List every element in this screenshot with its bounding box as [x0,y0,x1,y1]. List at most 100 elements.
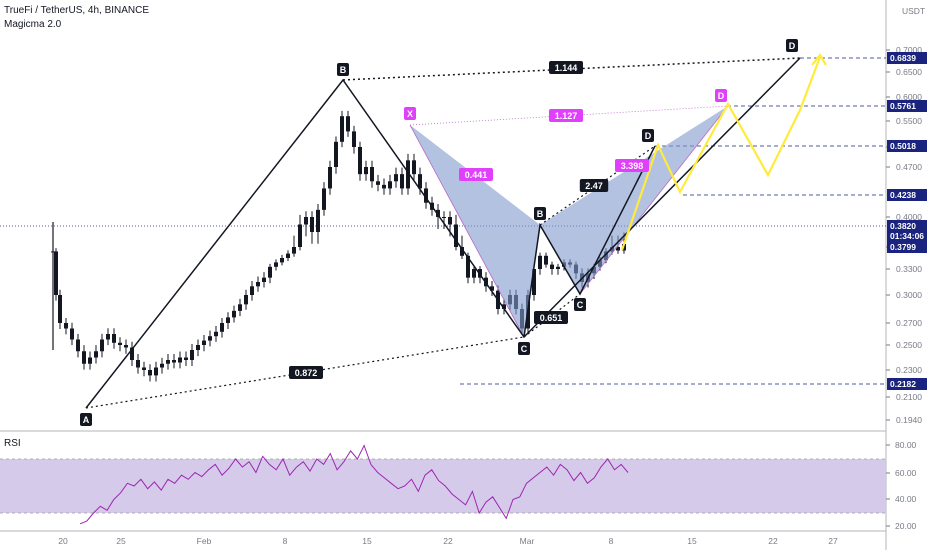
point-label-small-c: C [577,300,584,310]
candle-body [178,357,182,363]
candle-body [316,209,320,232]
candle-body [502,304,506,309]
candle-body [142,367,146,370]
candle-body [436,209,440,217]
rsi-axis-label: 40.00 [895,494,917,504]
time-axis-label: 22 [768,536,778,546]
candle-body [364,167,368,175]
candle-body [532,269,536,295]
price-axis-label: 0.3000 [896,290,922,300]
price-badge-label: 0.5761 [890,101,916,111]
candle-body [70,328,74,340]
candle-body [208,336,212,341]
candle-body [196,345,200,350]
candle-body [334,141,338,167]
point-label-c-bg [518,342,530,355]
time-axis-label: 15 [362,536,372,546]
rsi-title: RSI [4,438,21,449]
candle-body [190,350,194,360]
candle-body [136,360,140,368]
ratio-label-2-bg [289,366,323,379]
price-axis-label: 0.2100 [896,392,922,402]
candle-body [64,323,68,329]
candle-body [82,351,86,364]
abcd-big-path [85,57,801,409]
candle-body [112,334,116,343]
price-badge-label: 0.3820 [890,221,916,231]
candle-body [54,251,58,295]
candle-body [232,310,236,318]
candle-body [118,342,122,345]
price-axis-unit: USDT [902,6,925,16]
candle-body [424,188,428,203]
candle-body [280,258,284,263]
candle-body [130,347,134,360]
price-axis-label: 0.5500 [896,116,922,126]
candle-body [58,295,62,323]
projection-arrowhead [811,53,827,66]
candle-body [466,255,470,278]
price-badge-label: 0.2182 [890,379,916,389]
candle-body [376,181,380,185]
candle-body [202,340,206,345]
price-badge [887,100,927,112]
ratio-label-4-bg [534,311,568,324]
candle-body [454,224,458,247]
time-axis-label: 8 [283,536,288,546]
price-axis-label: 0.4000 [896,212,922,222]
rsi-line [79,444,629,525]
ratio-label-1-bg [549,61,583,74]
candle-body [94,351,98,358]
candle-body [160,363,164,368]
candle-body [550,264,554,269]
time-axis-label: 25 [116,536,126,546]
candle-body [460,247,464,256]
point-label-b-bg [337,63,349,76]
time-axis-label: 8 [609,536,614,546]
candle-body [394,174,398,182]
point-label-pink-d: D [718,91,725,101]
price-badge [887,220,927,232]
candle-body [124,345,128,348]
candle-body [418,174,422,189]
candle-body [304,217,308,225]
price-axis-label: 0.2500 [896,340,922,350]
point-label-small-d: D [645,131,652,141]
ratio-label-5-bg [549,109,583,122]
candle-body [100,339,104,352]
price-badge-label: 0.3799 [890,242,916,252]
price-badge-label: 0.4238 [890,190,916,200]
candle-body [274,262,278,267]
time-axis-label: 22 [443,536,453,546]
time-axis-label: Mar [520,536,535,546]
rsi-axis-label: 20.00 [895,521,917,531]
ratio-label-7-bg [615,159,649,172]
point-label-d: D [789,41,796,51]
ratio-label-3-bg [579,179,609,192]
candle-body [148,370,152,376]
candle-body [472,269,476,278]
price-badge-label: 01:34:06 [890,231,924,241]
price-badge [887,189,927,201]
candle-body [292,247,296,254]
ratio-label-6: 0.441 [465,170,488,180]
candle-body [76,339,80,352]
point-label-c: C [521,344,528,354]
price-axis-label: 0.6000 [896,92,922,102]
point-label-small-c-bg [574,298,586,311]
price-axis-label: 0.1940 [896,415,922,425]
candle-body [172,360,176,363]
candle-body [448,217,452,225]
point-label-d-bg [786,39,798,52]
ratio-label-6-bg [459,168,493,181]
candle-body [238,304,242,311]
rsi-band [0,459,886,513]
candle-body [88,357,92,364]
price-badge [887,52,927,64]
point-label-pink-d-bg [715,89,727,102]
price-badge-label: 0.6839 [890,53,916,63]
point-label-b: B [340,65,347,75]
projection-path [620,56,822,251]
